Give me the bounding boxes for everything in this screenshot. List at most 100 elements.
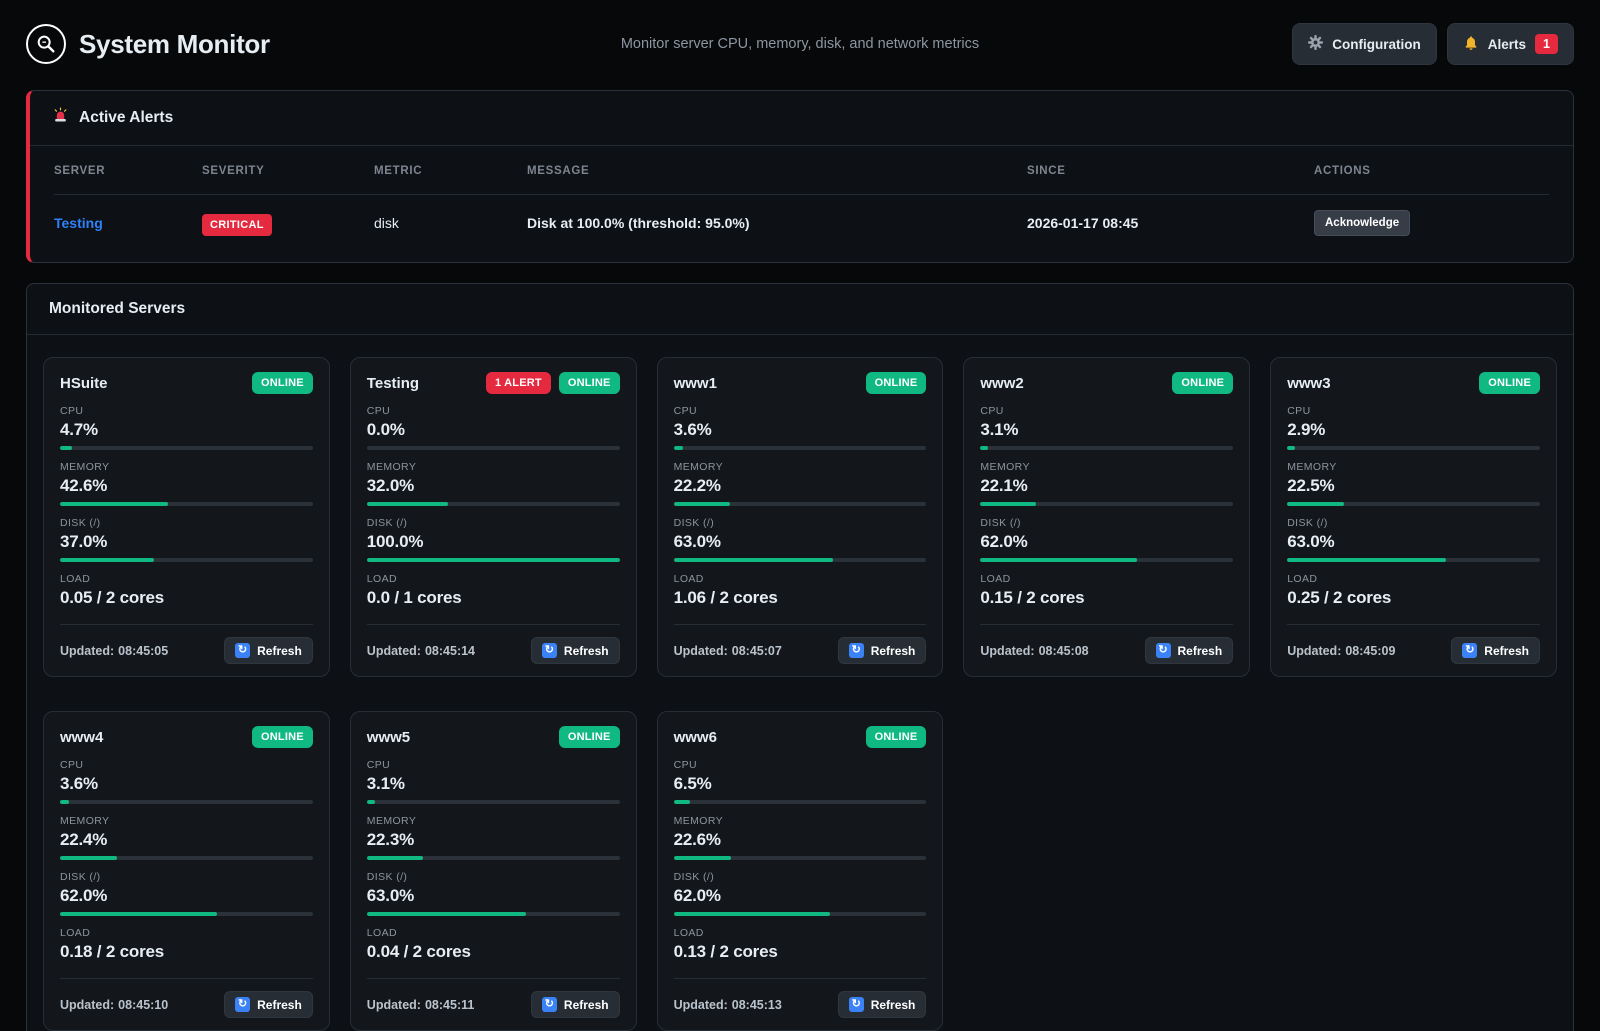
col-severity: SEVERITY: [202, 165, 265, 177]
app-subtitle: Monitor server CPU, memory, disk, and ne…: [620, 36, 980, 52]
refresh-button-label: Refresh: [1177, 643, 1223, 658]
refresh-button[interactable]: ↻ Refresh: [837, 637, 927, 664]
disk-value: 37.0%: [60, 532, 108, 551]
memory-value: 22.5%: [1287, 476, 1335, 495]
disk-progress-bar: [366, 912, 620, 916]
refresh-button[interactable]: ↻ Refresh: [530, 637, 620, 664]
brand: System Monitor: [26, 24, 270, 64]
memory-progress-bar: [673, 856, 927, 860]
refresh-button[interactable]: ↻ Refresh: [1451, 637, 1540, 664]
alerts-table-header: SERVER SEVERITY METRIC MESSAGE SINCE ACT…: [54, 148, 1549, 194]
online-badge: ONLINE: [1172, 372, 1234, 394]
load-label: LOAD: [366, 927, 397, 939]
memory-value: 22.3%: [366, 830, 414, 849]
server-card: HSuite ONLINE CPU 4.7% MEMORY 42.6% DISK…: [43, 357, 330, 677]
memory-progress-bar: [60, 502, 313, 506]
refresh-button[interactable]: ↻ Refresh: [224, 637, 313, 664]
disk-value: 63.0%: [1287, 532, 1335, 551]
cpu-progress-bar: [366, 800, 620, 804]
memory-label: MEMORY: [60, 461, 110, 473]
disk-progress-bar: [980, 558, 1234, 562]
severity-badge: CRITICAL: [202, 213, 272, 236]
cpu-progress-bar: [673, 446, 927, 450]
cpu-label: CPU: [673, 759, 697, 771]
cpu-progress-bar: [673, 800, 927, 804]
server-name: www4: [60, 728, 104, 746]
col-actions: ACTIONS: [1314, 165, 1371, 177]
memory-label: MEMORY: [980, 461, 1030, 473]
alert-server-link[interactable]: Testing: [54, 214, 103, 231]
active-alerts-panel: Active Alerts SERVER SEVERITY METRIC MES…: [26, 90, 1574, 263]
refresh-icon: ↻: [235, 997, 251, 1012]
load-label: LOAD: [366, 573, 397, 585]
configuration-button-label: Configuration: [1332, 36, 1421, 52]
cpu-label: CPU: [366, 405, 391, 417]
updated-timestamp: Updated: 08:45:14: [366, 643, 476, 658]
load-value: 0.04 / 2 cores: [366, 942, 471, 961]
memory-progress-bar: [980, 502, 1234, 506]
refresh-icon: ↻: [541, 997, 557, 1012]
col-server: SERVER: [54, 165, 106, 177]
memory-label: MEMORY: [1287, 461, 1337, 473]
bell-icon: [1463, 35, 1479, 54]
disk-progress-bar: [366, 558, 620, 562]
configuration-button[interactable]: Configuration: [1292, 23, 1437, 65]
cpu-value: 4.7%: [60, 420, 98, 439]
active-alerts-title: Active Alerts: [79, 109, 174, 126]
memory-label: MEMORY: [673, 461, 724, 473]
monitored-servers-header: Monitored Servers: [27, 284, 1573, 335]
online-badge: ONLINE: [1479, 372, 1540, 394]
refresh-icon: ↻: [1462, 643, 1478, 658]
server-card: www5 ONLINE CPU 3.1% MEMORY 22.3% DISK (…: [349, 711, 637, 1031]
disk-label: DISK (/): [1287, 517, 1328, 529]
cpu-value: 3.6%: [673, 420, 712, 439]
disk-value: 62.0%: [980, 532, 1028, 551]
page-title: System Monitor: [79, 28, 270, 59]
load-value: 0.05 / 2 cores: [60, 588, 164, 607]
cpu-label: CPU: [980, 405, 1004, 417]
alert-count-badge: 1 ALERT: [485, 372, 551, 394]
load-value: 0.18 / 2 cores: [60, 942, 164, 961]
updated-timestamp: Updated: 08:45:07: [673, 643, 782, 658]
memory-value: 22.4%: [60, 830, 108, 849]
disk-value: 100.0%: [366, 532, 424, 551]
load-label: LOAD: [673, 927, 704, 939]
server-name: www3: [1287, 374, 1331, 392]
alerts-button[interactable]: Alerts 1: [1446, 23, 1574, 65]
disk-progress-bar: [1287, 558, 1540, 562]
server-name: www1: [673, 374, 717, 392]
load-label: LOAD: [60, 573, 91, 585]
online-badge: ONLINE: [252, 372, 313, 394]
memory-value: 42.6%: [60, 476, 108, 495]
acknowledge-button[interactable]: Acknowledge: [1314, 209, 1411, 236]
disk-progress-bar: [673, 912, 927, 916]
load-label: LOAD: [980, 573, 1011, 585]
alerts-button-label: Alerts: [1487, 36, 1527, 52]
load-value: 0.15 / 2 cores: [980, 588, 1085, 607]
refresh-icon: ↻: [541, 643, 557, 658]
alerts-table: SERVER SEVERITY METRIC MESSAGE SINCE ACT…: [30, 146, 1573, 262]
alert-metric: disk: [374, 214, 399, 231]
cpu-label: CPU: [673, 405, 697, 417]
refresh-button[interactable]: ↻ Refresh: [530, 991, 620, 1018]
cpu-value: 2.9%: [1287, 420, 1326, 439]
disk-label: DISK (/): [60, 871, 101, 883]
online-badge: ONLINE: [558, 726, 620, 748]
disk-label: DISK (/): [60, 517, 101, 529]
server-card: www4 ONLINE CPU 3.6% MEMORY 22.4% DISK (…: [43, 711, 330, 1031]
disk-label: DISK (/): [366, 517, 408, 529]
online-badge: ONLINE: [252, 726, 313, 748]
server-name: Testing: [366, 374, 420, 392]
header-actions: Configuration Alerts 1: [1292, 23, 1574, 65]
cpu-progress-bar: [1287, 446, 1540, 450]
refresh-button[interactable]: ↻ Refresh: [1144, 637, 1234, 664]
alert-message: Disk at 100.0% (threshold: 95.0%): [527, 214, 750, 231]
server-name: HSuite: [60, 374, 108, 392]
refresh-icon: ↻: [848, 997, 864, 1012]
cpu-label: CPU: [60, 759, 84, 771]
alert-table-row: Testing CRITICAL disk Disk at 100.0% (th…: [54, 194, 1549, 250]
cpu-progress-bar: [60, 446, 313, 450]
refresh-button[interactable]: ↻ Refresh: [224, 991, 313, 1018]
siren-icon: [52, 107, 69, 129]
refresh-button[interactable]: ↻ Refresh: [837, 991, 927, 1018]
